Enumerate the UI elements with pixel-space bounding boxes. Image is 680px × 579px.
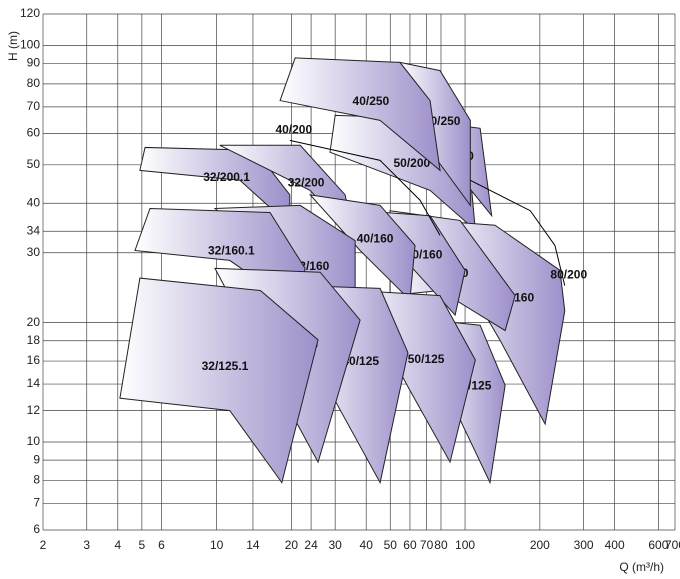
x-tick-label: 50 — [384, 538, 398, 552]
pump-curve — [470, 179, 566, 286]
x-tick-label: 20 — [285, 538, 299, 552]
region-label: 50/125 — [408, 352, 445, 366]
y-tick-label: 70 — [27, 99, 41, 113]
region-label: 32/160.1 — [208, 244, 255, 258]
region-label: 40/125 — [342, 354, 379, 368]
y-tick-label: 80 — [27, 76, 41, 90]
y-tick-label: 6 — [33, 522, 40, 536]
x-tick-label: 6 — [158, 538, 165, 552]
x-tick-label: 80 — [434, 538, 448, 552]
y-tick-label: 34 — [27, 223, 41, 237]
y-tick-label: 30 — [27, 245, 41, 259]
region-label: 40/160 — [357, 231, 394, 245]
y-tick-label: 50 — [27, 157, 41, 171]
region-label: 50/200 — [393, 156, 430, 170]
y-tick-label: 90 — [27, 56, 41, 70]
y-tick-label: 18 — [27, 333, 41, 347]
y-tick-label: 16 — [27, 353, 41, 367]
pump-region — [139, 146, 291, 227]
region-label: 32/200 — [288, 175, 325, 189]
region-label: 40/250 — [353, 94, 390, 108]
x-tick-label: 24 — [304, 538, 318, 552]
y-tick-label: 40 — [27, 195, 41, 209]
x-tick-label: 400 — [605, 538, 625, 552]
y-tick-label: 60 — [27, 126, 41, 140]
x-tick-label: 300 — [574, 538, 594, 552]
x-tick-label: 40 — [360, 538, 374, 552]
x-tick-label: 200 — [530, 538, 550, 552]
x-tick-label: 100 — [455, 538, 475, 552]
y-tick-label: 10 — [27, 434, 41, 448]
x-tick-label: 4 — [114, 538, 121, 552]
pump-region — [279, 57, 441, 172]
x-tick-label: 2 — [40, 538, 47, 552]
y-tick-label: 14 — [27, 376, 41, 390]
x-tick-label: 700 — [665, 538, 680, 552]
pump-curve — [289, 139, 441, 236]
y-tick-label: 120 — [20, 6, 40, 20]
x-tick-label: 5 — [139, 538, 146, 552]
x-tick-label: 3 — [83, 538, 90, 552]
x-tick-label: 600 — [648, 538, 668, 552]
x-tick-label: 14 — [246, 538, 260, 552]
y-tick-label: 100 — [20, 38, 40, 52]
region-label: 32/200.1 — [203, 170, 250, 184]
x-tick-label: 70 — [420, 538, 434, 552]
x-tick-label: 10 — [210, 538, 224, 552]
x-axis-label: Q (m³/h) — [619, 560, 664, 574]
pump-region — [134, 207, 306, 310]
curve-label: 80/200 — [550, 268, 587, 282]
curve-label: 40/200 — [275, 123, 312, 137]
y-tick-label: 20 — [27, 315, 41, 329]
y-tick-label: 8 — [33, 473, 40, 487]
y-tick-label: 9 — [33, 452, 40, 466]
y-axis-label: H (m) — [6, 31, 20, 61]
y-tick-label: 12 — [27, 403, 41, 417]
pump-region — [119, 277, 319, 484]
y-tick-label: 7 — [33, 496, 40, 510]
x-tick-label: 30 — [328, 538, 342, 552]
region-label: 32/125.1 — [202, 359, 249, 373]
x-tick-label: 60 — [403, 538, 417, 552]
